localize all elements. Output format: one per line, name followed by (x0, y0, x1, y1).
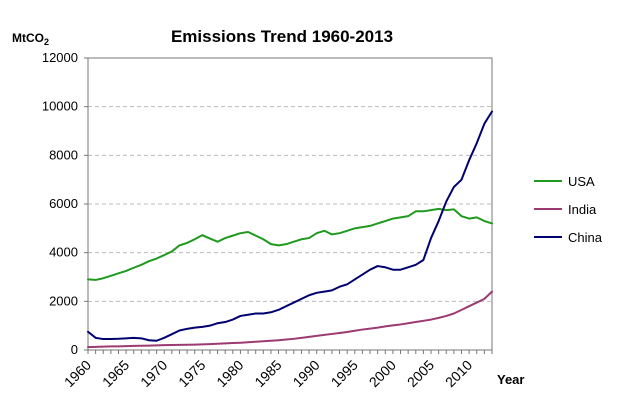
gridlines (88, 106, 492, 302)
x-tick-label: 1965 (99, 357, 132, 390)
chart-title: Emissions Trend 1960-2013 (171, 27, 393, 46)
legend-label-india: India (568, 202, 597, 217)
y-axis-unit-subscript: 2 (44, 37, 49, 47)
series-line-china (87, 110, 493, 342)
legend-label-usa: USA (568, 174, 595, 189)
x-tick-label: 2000 (366, 357, 399, 390)
x-tick-label: 1995 (328, 357, 361, 390)
y-axis-ticks: 0 2000 4000 6000 8000 10000 12000 (42, 50, 88, 357)
legend: USA India China (534, 174, 603, 245)
y-tick-label: 10000 (42, 99, 78, 114)
y-tick-label: 0 (71, 342, 78, 357)
y-axis-unit-main: MtCO (12, 31, 44, 45)
series-line-usa (87, 207, 493, 281)
x-tick-label: 2010 (442, 357, 475, 390)
y-tick-label: 12000 (42, 50, 78, 65)
y-axis-unit-label: MtCO2 (12, 31, 49, 47)
x-tick-label: 1975 (175, 357, 208, 390)
x-tick-label: 1990 (289, 357, 322, 390)
x-tick-label: 1960 (61, 357, 94, 390)
y-tick-label: 2000 (49, 293, 78, 308)
x-tick-label: 2005 (404, 357, 437, 390)
legend-label-china: China (568, 230, 603, 245)
y-tick-label: 6000 (49, 196, 78, 211)
x-tick-label: 1970 (137, 357, 170, 390)
x-axis-ticks: 1960 1965 1970 1975 1980 1985 1990 1995 2000 2005… (61, 350, 493, 390)
y-tick-label: 8000 (49, 147, 78, 162)
series-lines (87, 110, 493, 349)
series-line-india (87, 290, 493, 349)
y-tick-label: 4000 (49, 245, 78, 260)
x-tick-label: 1980 (213, 357, 246, 390)
x-tick-label: 1985 (251, 357, 284, 390)
x-axis-label: Year (497, 372, 524, 387)
